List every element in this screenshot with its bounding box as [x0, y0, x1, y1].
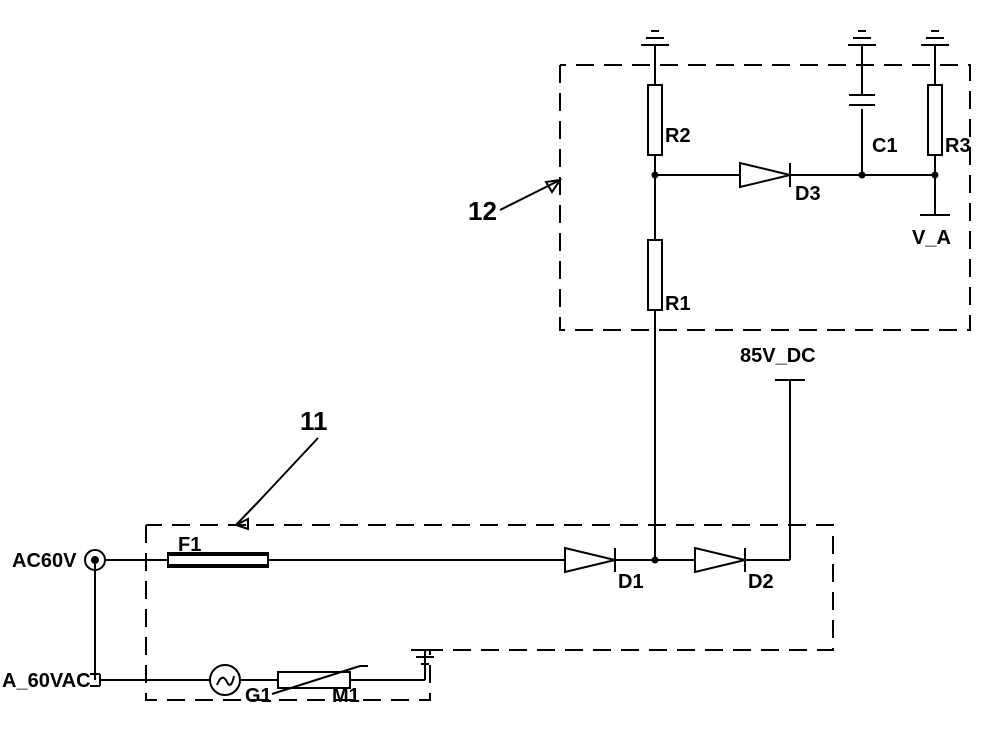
- label-F1: F1: [178, 534, 201, 556]
- block-12-boundary: [560, 65, 970, 330]
- label-D3: D3: [795, 183, 821, 205]
- label-VA: V_A: [912, 227, 951, 249]
- ac60v-label: AC60V: [12, 550, 77, 572]
- fuse-f1-body: [168, 555, 268, 565]
- label-R1: R1: [665, 293, 691, 315]
- leader-12-arrow: [546, 180, 560, 192]
- a60vac-label: A_60VAC: [2, 670, 91, 692]
- label-M1: M1: [332, 685, 360, 707]
- label-G1: G1: [245, 685, 272, 707]
- block-11-boundary: [146, 525, 833, 700]
- block-11-label: 11: [300, 406, 328, 436]
- resistor-r2: [648, 85, 662, 155]
- leader-11a: [260, 438, 318, 500]
- label-C1: C1: [872, 135, 898, 157]
- diode-d2-tri: [695, 548, 745, 572]
- label-R3: R3: [945, 135, 971, 157]
- block-12-label: 12: [468, 196, 497, 226]
- leader-12: [500, 180, 560, 210]
- label-D1: D1: [618, 571, 644, 593]
- diode-d1-tri: [565, 548, 615, 572]
- resistor-r3: [928, 85, 942, 155]
- label-85V: 85V_DC: [740, 345, 816, 367]
- label-D2: D2: [748, 571, 774, 593]
- label-R2: R2: [665, 125, 691, 147]
- diode-d3-tri: [740, 163, 790, 187]
- resistor-r1: [648, 240, 662, 310]
